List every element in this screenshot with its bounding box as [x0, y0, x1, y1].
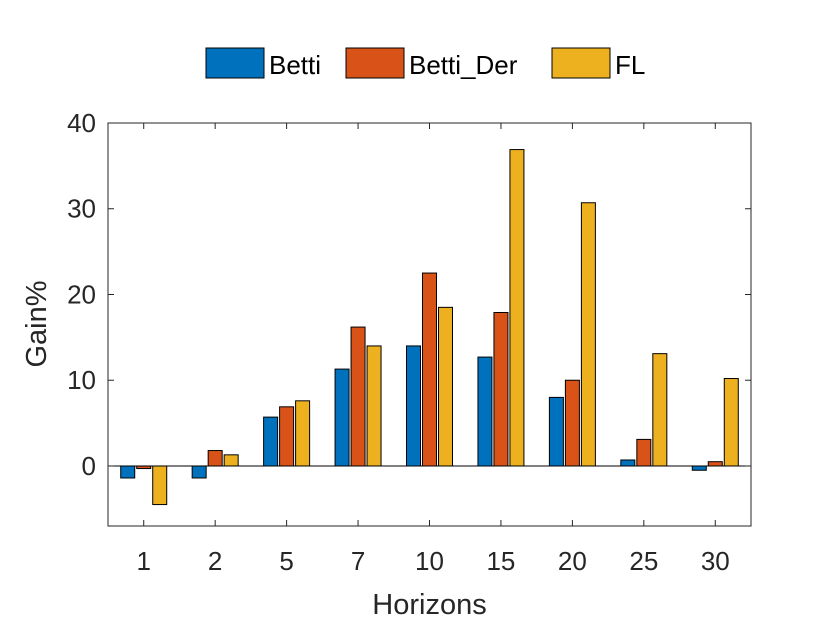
x-tick-label: 25 [629, 546, 658, 576]
bar-betti-7 [334, 368, 350, 467]
bar-fl-25 [652, 353, 668, 467]
bar-fl-20 [580, 202, 596, 467]
bar-betti-1 [120, 465, 136, 479]
legend-swatch-betti [205, 47, 265, 79]
bar-fl-30 [723, 378, 739, 467]
bar-betti-15 [477, 356, 493, 467]
x-tick-label: 30 [701, 546, 730, 576]
x-tick-label: 15 [486, 546, 515, 576]
legend-swatch-betti-der [345, 47, 405, 79]
legend: Betti Betti_Der FL [205, 47, 645, 80]
y-tick-label: 40 [67, 108, 96, 138]
bar-betti-20 [548, 396, 564, 467]
bar-betti-der-10 [422, 272, 437, 467]
y-tick-label: 10 [67, 365, 96, 395]
bar-betti-2 [191, 465, 207, 479]
x-tick-label: 5 [279, 546, 293, 576]
y-tick-label: 30 [67, 194, 96, 224]
bar-betti-25 [620, 459, 636, 467]
x-tick-label: 2 [208, 546, 222, 576]
x-tick-label: 1 [136, 546, 150, 576]
legend-swatch-fl [551, 47, 611, 79]
x-tick-label: 20 [558, 546, 587, 576]
bar-betti-der-7 [350, 326, 366, 467]
y-axis-label: Gain% [21, 280, 53, 367]
bar-betti-30 [691, 465, 707, 471]
bar-betti-der-2 [207, 450, 223, 467]
legend-label-betti-der: Betti_Der [409, 50, 518, 80]
bar-betti-der-25 [636, 438, 652, 467]
y-tick-label: 0 [82, 451, 96, 481]
x-tick-label: 7 [351, 546, 365, 576]
bar-betti-der-20 [564, 379, 580, 467]
legend-label-fl: FL [615, 50, 645, 80]
bar-fl-10 [438, 306, 453, 467]
bar-betti-der-30 [707, 461, 723, 467]
x-tick-label: 10 [415, 546, 444, 576]
bar-fl-1 [152, 465, 168, 506]
legend-label-betti: Betti [269, 50, 321, 80]
bar-fl-7 [366, 345, 382, 467]
bar-fl-5 [295, 400, 311, 467]
bar-betti-der-15 [493, 311, 509, 467]
bar-betti-10 [406, 345, 421, 467]
bar-fl-2 [223, 454, 239, 467]
x-axis-label: Horizons [372, 589, 486, 621]
bar-betti-5 [263, 416, 279, 467]
bar-fl-15 [509, 149, 525, 467]
y-tick-label: 20 [67, 279, 96, 309]
bar-betti-der-5 [279, 406, 295, 467]
bars-layer [120, 149, 739, 506]
